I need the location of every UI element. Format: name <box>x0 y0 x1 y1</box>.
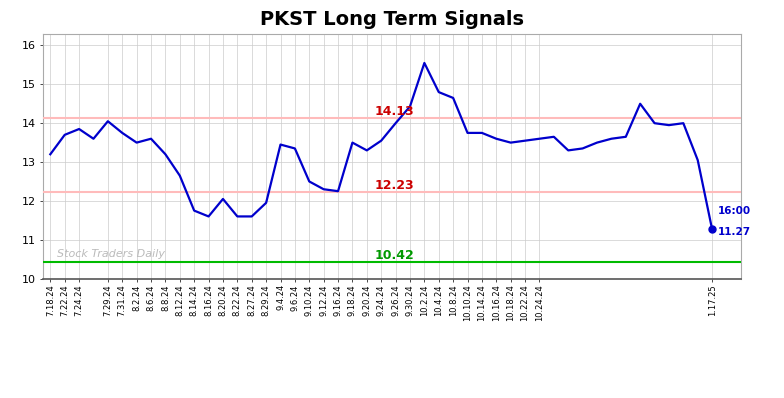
Text: 14.13: 14.13 <box>375 105 415 118</box>
Title: PKST Long Term Signals: PKST Long Term Signals <box>260 10 524 29</box>
Text: 16:00: 16:00 <box>718 206 751 216</box>
Text: Stock Traders Daily: Stock Traders Daily <box>57 249 165 259</box>
Text: 11.27: 11.27 <box>718 227 751 237</box>
Text: 10.42: 10.42 <box>375 249 415 262</box>
Text: 12.23: 12.23 <box>375 179 415 192</box>
